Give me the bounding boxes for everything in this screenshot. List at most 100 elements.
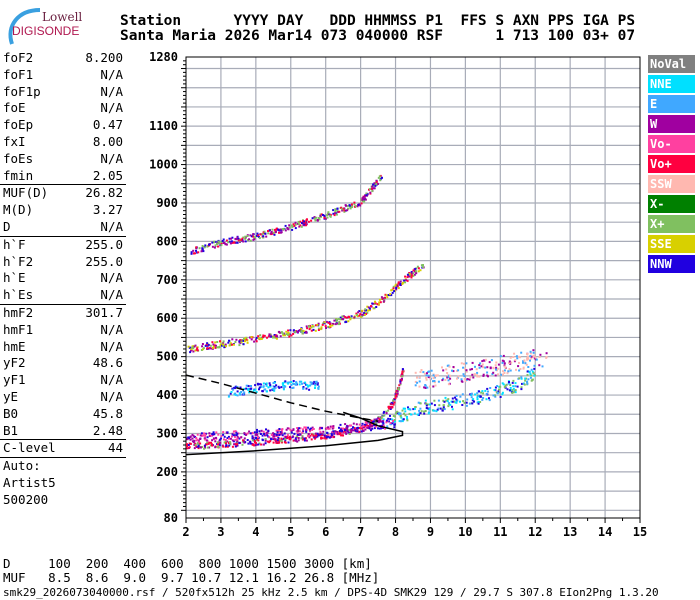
echo-dot [263,230,266,233]
echo-dot [326,214,329,217]
echo-dot [438,404,441,407]
echo-dot [314,432,317,435]
echo-dot [246,235,249,237]
echo-dot [281,441,283,444]
echo-dot [266,390,268,393]
echo-dot [432,374,435,377]
echo-dot [339,432,342,435]
echo-dot [416,376,418,379]
echo-dot [509,356,512,359]
echo-dot [294,331,297,334]
param-value: N/A [100,218,123,234]
echo-dot [272,387,275,390]
echo-dot [195,437,198,439]
echo-dot [308,434,311,437]
echo-dot [257,235,260,238]
echo-dot [208,243,210,246]
echo-dot [384,293,387,296]
echo-dot [256,382,259,385]
echo-dot [455,394,458,397]
echo-dot [279,433,282,436]
echo-dot [363,423,366,426]
echo-dot [315,216,318,219]
echo-dot [366,311,369,314]
echo-dot [284,437,287,439]
echo-dot [394,412,397,415]
echo-dot [530,374,533,377]
echo-dot [222,344,225,347]
echo-dot [348,316,350,319]
echo-dot [366,305,369,308]
echo-dot [404,410,407,413]
echo-dot [238,344,241,347]
echo-dot [461,380,464,383]
x-tick-label: 13 [563,525,577,539]
echo-dot [459,400,461,403]
echo-dot [281,434,284,437]
echo-dot [539,353,542,356]
echo-dot [280,432,283,435]
echo-dot [379,179,382,182]
echo-dot [375,418,378,421]
echo-dot [382,420,385,423]
echo-dot [363,197,366,200]
echo-dot [492,371,495,374]
echo-dot [243,432,246,435]
echo-dot [332,212,335,215]
echo-dot [399,415,402,418]
echo-dot [473,400,475,403]
echo-dot [461,393,464,396]
echo-dot [255,442,257,445]
echo-dot [520,388,523,391]
echo-dot [275,433,278,436]
legend: NoVal NNE E W Vo- Vo+ SSW X- X+ SSE NNW [648,55,695,275]
echo-dot [278,386,281,389]
echo-dot [272,382,275,384]
echo-dot [417,270,420,273]
echo-dot [212,345,215,348]
echo-dot [275,441,278,444]
echo-dot [406,418,409,420]
echo-dot [258,442,261,445]
echo-dot [330,434,333,437]
echo-dot [368,427,371,430]
echo-dot [502,370,504,373]
param-value: N/A [100,100,123,116]
echo-dot [281,228,284,231]
echo-dot [256,232,259,235]
echo-dot [262,382,265,385]
echo-dot [231,445,234,448]
echo-dot [236,394,239,397]
echo-dot [326,435,329,438]
echo-dot [502,360,505,363]
echo-dot [418,412,421,415]
echo-dot [514,391,517,394]
echo-dot [268,333,271,336]
echo-dot [414,380,417,383]
echo-dot [253,431,256,434]
echo-dot [512,387,515,390]
echo-dot [268,334,271,337]
param-name: h`Es [3,287,34,303]
echo-dot [289,329,292,332]
echo-dot [338,430,341,432]
echo-dot [519,368,522,370]
echo-dot [312,325,315,328]
echo-dot [471,368,473,371]
param-name: Auto: [3,458,41,474]
echo-dot [394,415,396,418]
echo-dot [303,426,306,429]
echo-dot [367,424,370,427]
echo-dot [278,441,281,444]
echo-dot [439,407,442,410]
echo-dot [344,431,347,434]
echo-dot [353,316,356,319]
echo-dot [502,383,505,386]
echo-dot [238,392,241,395]
echo-dot [196,349,199,352]
echo-dot [351,205,354,207]
echo-dot [208,435,211,437]
echo-dot [201,248,204,251]
echo-dot [249,441,252,443]
echo-dot [447,398,450,401]
